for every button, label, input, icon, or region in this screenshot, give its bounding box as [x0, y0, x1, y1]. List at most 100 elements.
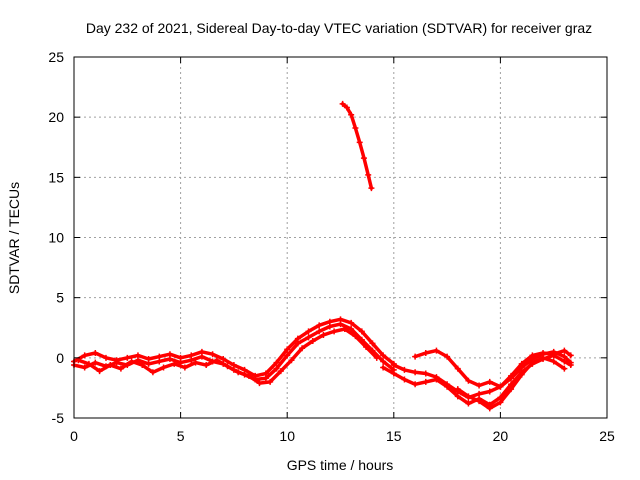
data-point — [256, 380, 263, 387]
data-point — [422, 378, 429, 385]
series-line-arc-6 — [413, 348, 573, 389]
data-point — [567, 352, 574, 359]
data-point — [203, 362, 210, 369]
data-point — [390, 362, 397, 369]
data-point — [235, 369, 242, 376]
data-point — [305, 334, 312, 341]
data-point — [401, 376, 408, 383]
data-point — [171, 360, 178, 367]
data-point — [368, 185, 375, 192]
data-point — [339, 100, 346, 107]
data-point — [113, 359, 120, 366]
data-point — [550, 348, 557, 355]
data-point — [476, 382, 483, 389]
data-point — [454, 386, 461, 393]
data-point — [309, 337, 316, 344]
data-point — [320, 331, 327, 338]
data-point — [81, 364, 88, 371]
data-point — [352, 333, 359, 340]
data-point — [331, 328, 338, 335]
data-point — [365, 171, 372, 178]
data-point — [352, 124, 359, 131]
data-point — [444, 353, 451, 360]
data-point — [128, 358, 135, 365]
data-point — [561, 365, 568, 372]
x-tick-label: 5 — [177, 428, 185, 444]
data-point — [465, 377, 472, 384]
data-point — [181, 364, 188, 371]
data-point — [486, 405, 493, 412]
data-point — [412, 353, 419, 360]
data-point — [139, 362, 146, 369]
data-point — [107, 362, 114, 369]
data-point — [529, 359, 536, 366]
data-point — [81, 352, 88, 359]
y-tick-label: 20 — [48, 109, 64, 125]
data-point — [540, 354, 547, 361]
data-point — [412, 381, 419, 388]
data-point — [348, 111, 355, 118]
data-point — [262, 375, 269, 382]
data-point — [444, 383, 451, 390]
y-tick-label: -5 — [52, 410, 65, 426]
data-series — [71, 100, 574, 412]
data-point — [390, 370, 397, 377]
y-tick-label: 5 — [56, 290, 64, 306]
data-point — [401, 366, 408, 373]
data-point — [245, 372, 252, 379]
data-point — [337, 321, 344, 328]
data-point — [316, 322, 323, 329]
data-point — [145, 360, 152, 367]
data-point — [348, 325, 355, 332]
data-point — [518, 371, 525, 378]
chart-title: Day 232 of 2021, Sidereal Day-to-day VTE… — [86, 20, 592, 36]
y-tick-label: 0 — [56, 350, 64, 366]
data-point — [267, 378, 274, 385]
data-point — [294, 340, 301, 347]
data-point — [198, 353, 205, 360]
x-tick-label: 10 — [279, 428, 295, 444]
y-axis-label: SDTVAR / TECUs — [6, 182, 22, 294]
data-point — [284, 346, 291, 353]
data-point — [358, 328, 365, 335]
data-point — [433, 376, 440, 383]
data-point — [305, 328, 312, 335]
data-point — [160, 364, 167, 371]
x-tick-label: 25 — [599, 428, 615, 444]
data-point — [343, 104, 350, 111]
data-point — [92, 359, 99, 366]
data-point — [326, 323, 333, 330]
data-point — [348, 319, 355, 326]
data-point — [284, 352, 291, 359]
data-point — [508, 375, 515, 382]
data-point — [224, 363, 231, 370]
data-point — [277, 368, 284, 375]
data-point — [476, 398, 483, 405]
y-tick-label: 25 — [48, 49, 64, 65]
x-tick-label: 0 — [70, 428, 78, 444]
data-point — [380, 352, 387, 359]
data-point — [518, 364, 525, 371]
data-point — [213, 357, 220, 364]
data-point — [299, 345, 306, 352]
data-point — [166, 356, 173, 363]
data-point — [497, 383, 504, 390]
grid-lines — [74, 57, 607, 418]
data-point — [363, 344, 370, 351]
data-point — [380, 364, 387, 371]
data-point — [433, 347, 440, 354]
data-point — [465, 400, 472, 407]
data-point — [369, 340, 376, 347]
data-point — [380, 358, 387, 365]
data-point — [149, 369, 156, 376]
data-point — [96, 368, 103, 375]
data-point — [422, 350, 429, 357]
data-point — [486, 388, 493, 395]
data-point — [561, 347, 568, 354]
data-point — [288, 357, 295, 364]
data-point — [486, 378, 493, 385]
data-point — [550, 358, 557, 365]
data-point — [341, 325, 348, 332]
data-point — [102, 354, 109, 361]
